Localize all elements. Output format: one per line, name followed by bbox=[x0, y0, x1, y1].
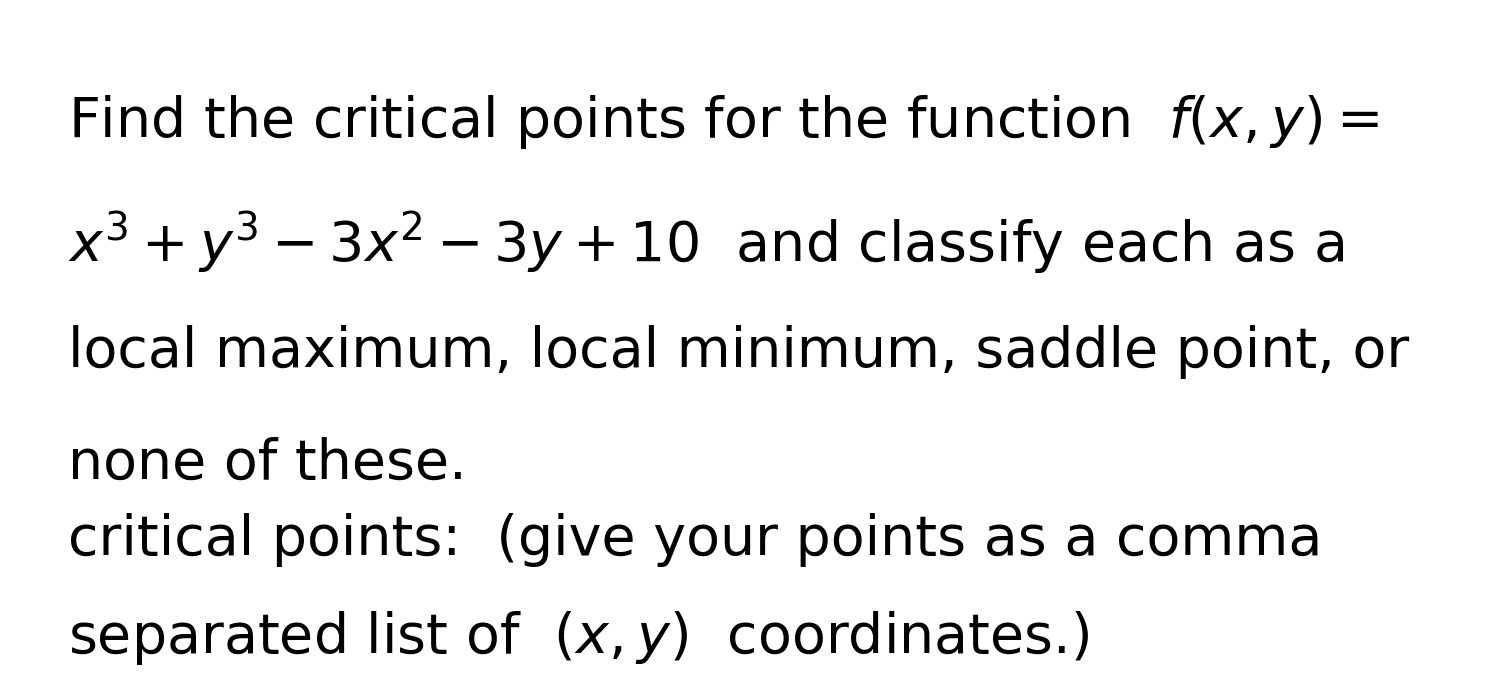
Text: local maximum, local minimum, saddle point, or: local maximum, local minimum, saddle poi… bbox=[68, 325, 1408, 379]
Text: critical points:  (give your points as a comma: critical points: (give your points as a … bbox=[68, 513, 1322, 566]
Text: separated list of  $(x, y)$  coordinates.): separated list of $(x, y)$ coordinates.) bbox=[68, 609, 1089, 667]
Text: $x^3 + y^3 - 3x^2 - 3y + 10$  and classify each as a: $x^3 + y^3 - 3x^2 - 3y + 10$ and classif… bbox=[68, 210, 1344, 277]
Text: none of these.: none of these. bbox=[68, 437, 466, 491]
Text: Find the critical points for the function  $f(x,y) =$: Find the critical points for the functio… bbox=[68, 93, 1378, 151]
